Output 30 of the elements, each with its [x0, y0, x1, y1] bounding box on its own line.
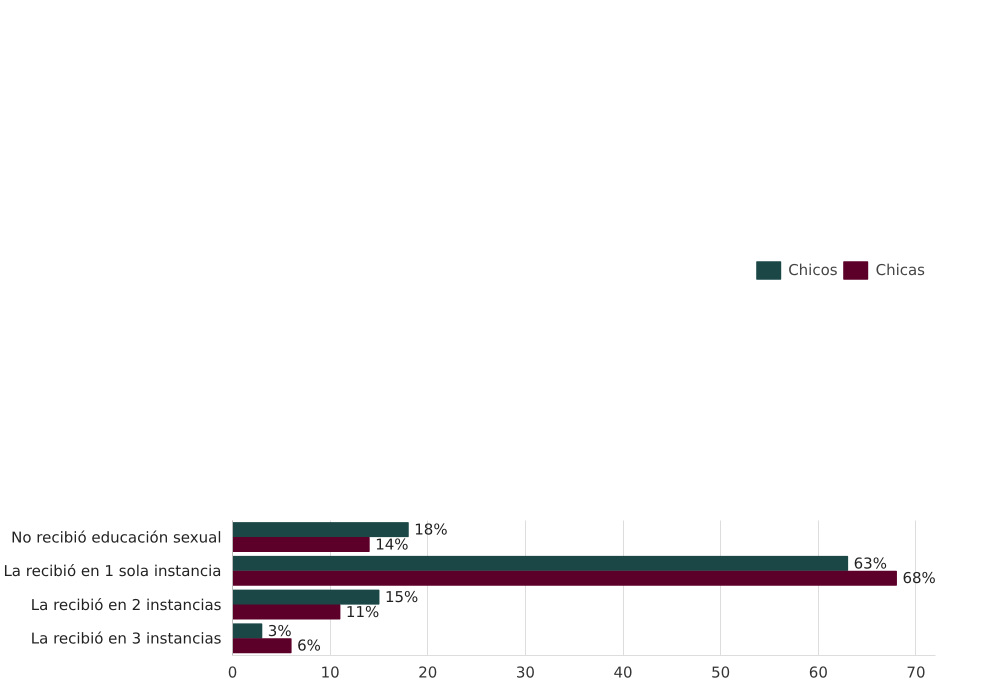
bar: [232, 536, 370, 552]
data-label: 63%: [854, 554, 887, 572]
bar: [232, 638, 292, 654]
x-tick-label: 0: [228, 664, 238, 682]
x-tick-label: 10: [320, 664, 340, 682]
bar: [232, 570, 897, 586]
bar: [232, 522, 409, 538]
data-label: 18%: [414, 520, 448, 539]
x-tick-label: 60: [808, 664, 828, 682]
bar: [232, 556, 848, 571]
data-label: 11%: [346, 602, 380, 621]
x-tick-label: 50: [711, 664, 730, 682]
data-label: 68%: [902, 569, 936, 588]
legend-label: Chicas: [876, 261, 925, 279]
data-label: 3%: [268, 622, 292, 640]
y-tick-label: No recibió educación sexual: [11, 528, 222, 546]
x-tick-label: 20: [418, 664, 438, 682]
x-tick-label: 30: [516, 664, 535, 682]
y-tick-label: La recibió en 2 instancias: [30, 596, 222, 614]
y-tick-label: La recibió en 1 sola instancia: [3, 562, 222, 580]
x-tick-label: 40: [614, 664, 633, 682]
bar: [232, 604, 340, 620]
bar: [232, 590, 380, 605]
bar: [232, 623, 262, 638]
x-tick-label: 70: [906, 664, 926, 682]
data-label: 15%: [384, 588, 418, 606]
y-tick-label: La recibió en 3 instancias: [30, 630, 222, 648]
data-label: 6%: [297, 636, 321, 655]
data-label: 14%: [375, 535, 409, 554]
legend-label: Chicos: [788, 261, 838, 279]
